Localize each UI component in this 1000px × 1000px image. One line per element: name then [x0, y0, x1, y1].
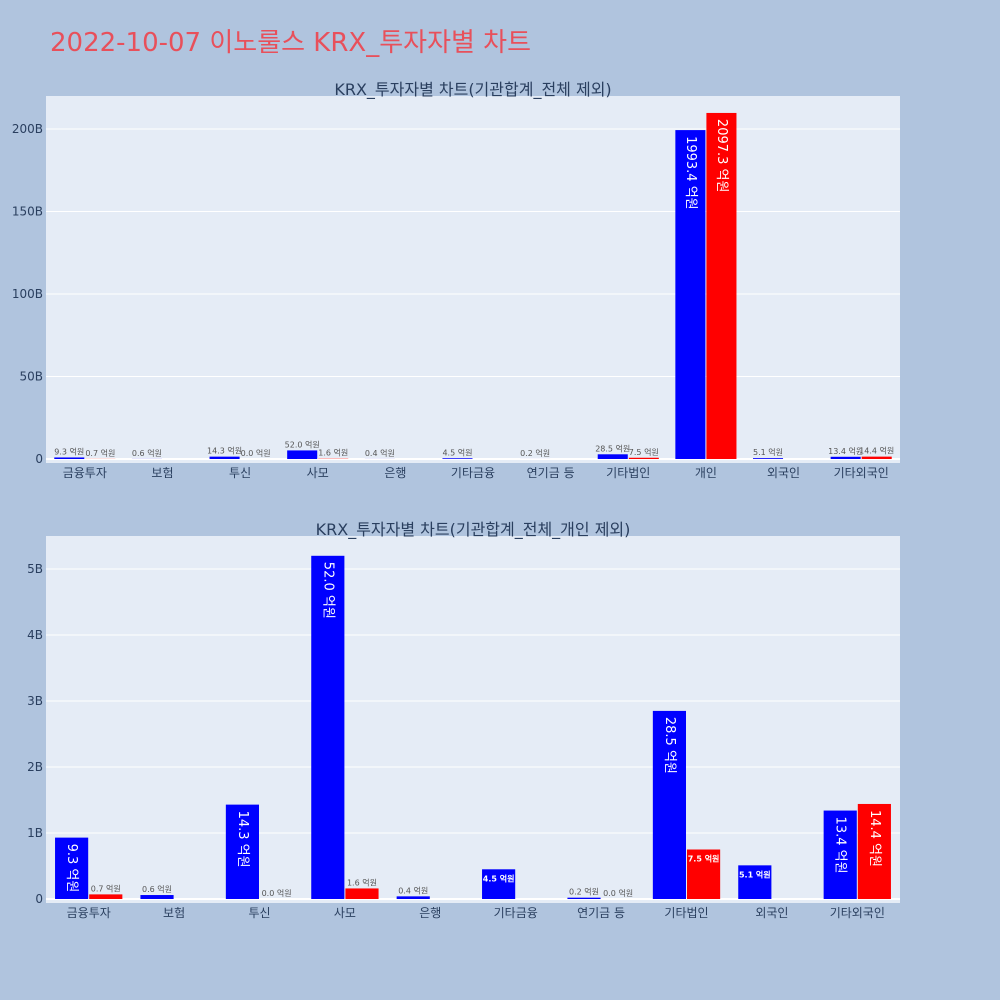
x-tick-label: 연기금 등 — [577, 906, 625, 920]
data-label: 0.0 억원 — [241, 448, 271, 458]
bar-buy — [738, 865, 772, 899]
data-label: 7.5 억원 — [688, 854, 720, 864]
x-tick-label: 투신 — [229, 466, 251, 480]
y-tick-label: 50B — [19, 370, 43, 384]
data-label: 0.2 억원 — [569, 887, 599, 897]
data-label: 14.3 억원 — [235, 811, 250, 868]
data-label: 0.6 억원 — [142, 884, 172, 894]
x-tick-label: 보험 — [163, 906, 185, 920]
x-tick-label: 금융투자 — [67, 906, 111, 920]
data-label: 1993.4 억원 — [683, 136, 698, 210]
x-tick-label: 금융투자 — [63, 466, 107, 480]
x-tick-label: 외국인 — [755, 906, 788, 920]
plot-area-1 — [46, 96, 900, 463]
data-label: 4.5 억원 — [483, 873, 515, 883]
x-tick-label: 사모 — [334, 906, 356, 920]
bar-buy — [597, 454, 628, 459]
x-tick-label: 기타법인 — [606, 466, 650, 480]
data-label: 52.0 억원 — [285, 439, 320, 449]
data-label: 4.5 억원 — [442, 447, 472, 457]
y-tick-label: 150B — [12, 205, 43, 219]
x-tick-label: 투신 — [248, 906, 270, 920]
data-label: 14.4 억원 — [867, 810, 882, 867]
bar-buy — [442, 458, 473, 459]
data-label: 13.4 억원 — [828, 446, 863, 456]
bar-buy — [287, 450, 318, 459]
bar-buy — [209, 456, 240, 459]
data-label: 1.6 억원 — [318, 448, 348, 458]
data-label: 0.4 억원 — [365, 448, 395, 458]
data-label: 7.5 억원 — [629, 447, 659, 457]
bar-sell — [345, 888, 379, 899]
data-label: 0.2 억원 — [520, 448, 550, 458]
y-tick-label: 2B — [27, 760, 43, 774]
bar-buy — [55, 837, 89, 899]
y-tick-label: 0 — [35, 892, 43, 906]
data-label: 9.3 억원 — [54, 446, 84, 456]
y-tick-label: 4B — [27, 628, 43, 642]
data-label: 5.1 억원 — [753, 447, 783, 457]
bar-buy — [140, 895, 174, 899]
page-title: 2022-10-07 이노룰스 KRX_투자자별 차트 — [50, 28, 532, 58]
y-tick-label: 5B — [27, 562, 43, 576]
data-label: 0.6 억원 — [132, 448, 162, 458]
y-tick-label: 0 — [35, 452, 43, 466]
bar-buy — [823, 810, 857, 899]
x-tick-label: 기타금융 — [451, 466, 495, 480]
x-tick-label: 외국인 — [767, 466, 800, 480]
x-tick-label: 개인 — [695, 466, 717, 480]
y-tick-label: 200B — [12, 122, 43, 136]
bar-buy — [54, 457, 85, 459]
x-tick-label: 기타외국인 — [834, 466, 889, 480]
data-label: 5.1 억원 — [739, 869, 771, 879]
data-label: 14.3 억원 — [207, 446, 242, 456]
data-label: 0.0 억원 — [262, 888, 292, 898]
data-label: 0.4 억원 — [398, 885, 428, 895]
x-tick-label: 연기금 등 — [527, 466, 575, 480]
data-label: 28.5 억원 — [595, 443, 630, 453]
y-tick-label: 1B — [27, 826, 43, 840]
bar-buy — [652, 710, 686, 899]
bar-sell — [706, 112, 737, 460]
data-label: 0.0 억원 — [603, 888, 633, 898]
bar-buy — [225, 804, 259, 899]
bar-sell — [857, 803, 891, 899]
bar-buy — [567, 897, 601, 899]
bar-buy — [482, 869, 516, 899]
bar-buy — [830, 456, 861, 459]
data-label: 1.6 억원 — [347, 877, 377, 887]
bar-sell — [628, 457, 659, 459]
x-tick-label: 보험 — [151, 466, 173, 480]
bar-buy — [675, 130, 706, 460]
bar-buy — [311, 555, 345, 899]
x-tick-label: 기타법인 — [664, 906, 708, 920]
bar-buy — [752, 458, 784, 459]
x-tick-label: 은행 — [419, 905, 441, 920]
chart-title-1: KRX_투자자별 차트(기관합계_전체 제외) — [334, 80, 611, 100]
data-label: 13.4 억원 — [833, 817, 848, 874]
data-label: 9.3 억원 — [64, 844, 79, 893]
bar-sell — [861, 456, 892, 459]
data-label: 0.7 억원 — [91, 883, 121, 893]
bar-sell — [687, 849, 721, 899]
data-label: 52.0 억원 — [320, 562, 335, 619]
x-tick-label: 기타금융 — [494, 906, 538, 920]
y-tick-label: 3B — [27, 694, 43, 708]
x-tick-label: 기타외국인 — [830, 906, 885, 920]
y-tick-label: 100B — [12, 287, 43, 301]
bar-buy — [396, 896, 430, 899]
data-label: 14.4 억원 — [859, 446, 894, 456]
bar-sell — [89, 894, 123, 899]
data-label: 2097.3 억원 — [714, 119, 729, 193]
x-tick-label: 은행 — [384, 465, 406, 480]
plot-area-2 — [46, 536, 900, 903]
x-tick-label: 사모 — [307, 466, 329, 480]
data-label: 28.5 억원 — [662, 717, 677, 774]
data-label: 0.7 억원 — [85, 448, 115, 458]
chart-title-2: KRX_투자자별 차트(기관합계_전체_개인 제외) — [316, 520, 631, 540]
